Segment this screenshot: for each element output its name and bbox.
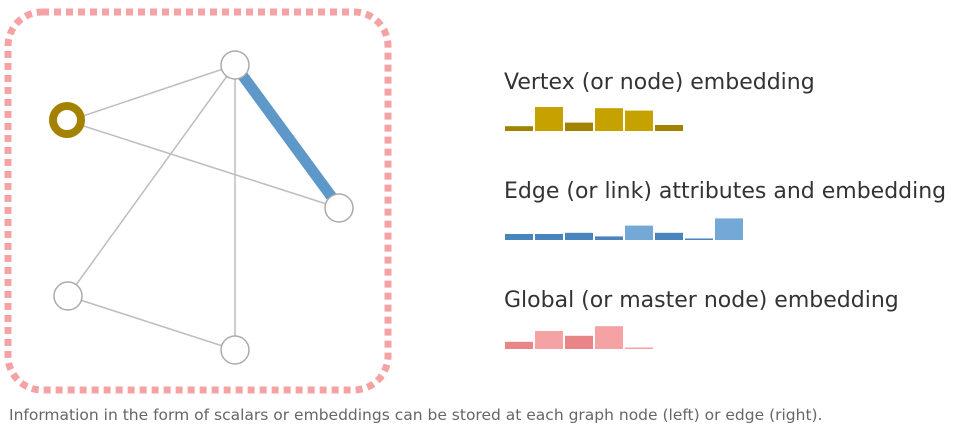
embedding-bar bbox=[595, 108, 623, 131]
highlighted-edge bbox=[235, 68, 339, 204]
embedding-bar bbox=[655, 125, 683, 131]
graph-edge bbox=[67, 120, 340, 209]
graph-node bbox=[220, 335, 250, 365]
graph-edge bbox=[67, 64, 236, 122]
embedding-bar bbox=[535, 331, 563, 349]
embedding-bar bbox=[535, 234, 563, 240]
embedding-bar bbox=[535, 107, 563, 131]
embedding-bar bbox=[505, 234, 533, 240]
embedding-bar bbox=[685, 238, 713, 240]
global-frame bbox=[4, 8, 392, 394]
embedding-bar bbox=[565, 122, 593, 131]
legend-title-edge: Edge (or link) attributes and embedding bbox=[504, 179, 946, 204]
legend-bars-vertex bbox=[505, 107, 683, 131]
legend-title-vertex: Vertex (or node) embedding bbox=[504, 70, 815, 95]
legend-bars-global bbox=[505, 326, 653, 349]
figure-caption: Information in the form of scalars or em… bbox=[9, 406, 823, 424]
embedding-bar bbox=[625, 347, 653, 349]
embedding-bar bbox=[625, 110, 653, 131]
graph-edges bbox=[67, 64, 340, 351]
embedding-bar bbox=[505, 126, 533, 131]
embedding-bar bbox=[595, 326, 623, 349]
highlighted-node bbox=[49, 102, 85, 138]
legend: Vertex (or node) embedding Edge (or link… bbox=[504, 70, 946, 349]
graph-node bbox=[324, 193, 354, 223]
legend-title-global: Global (or master node) embedding bbox=[504, 288, 899, 313]
embedding-bar bbox=[565, 335, 593, 349]
graph-edge bbox=[67, 295, 236, 351]
embedding-bar bbox=[595, 236, 623, 240]
embedding-bar bbox=[655, 232, 683, 240]
legend-bars-edge bbox=[505, 218, 743, 240]
graph-node bbox=[53, 281, 83, 311]
graph-edge bbox=[67, 64, 236, 297]
graph-nodes bbox=[49, 50, 354, 365]
embedding-bar bbox=[565, 232, 593, 240]
embedding-bar bbox=[505, 341, 533, 349]
embedding-bar bbox=[715, 218, 743, 240]
embedding-bar bbox=[625, 225, 653, 240]
graph-node bbox=[220, 50, 250, 80]
